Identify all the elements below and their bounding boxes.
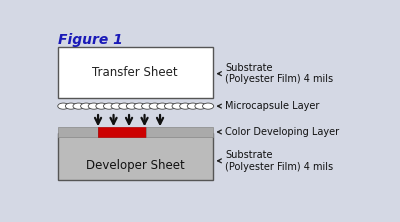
Circle shape: [73, 103, 84, 109]
Circle shape: [65, 103, 76, 109]
Circle shape: [96, 103, 107, 109]
Text: Figure 1: Figure 1: [58, 33, 122, 47]
Bar: [98, 127, 146, 137]
Circle shape: [195, 103, 206, 109]
Text: Transfer Sheet: Transfer Sheet: [92, 66, 178, 79]
Circle shape: [88, 103, 99, 109]
Bar: [146, 127, 213, 137]
Circle shape: [187, 103, 198, 109]
Circle shape: [134, 103, 145, 109]
Circle shape: [111, 103, 122, 109]
Text: Substrate
(Polyester Film) 4 mils: Substrate (Polyester Film) 4 mils: [218, 63, 333, 84]
Text: Developer Sheet: Developer Sheet: [86, 159, 185, 172]
Circle shape: [149, 103, 160, 109]
Text: Color Developing Layer: Color Developing Layer: [218, 127, 339, 137]
Circle shape: [202, 103, 214, 109]
Circle shape: [126, 103, 138, 109]
Circle shape: [142, 103, 153, 109]
Circle shape: [164, 103, 176, 109]
Circle shape: [119, 103, 130, 109]
Circle shape: [180, 103, 191, 109]
Bar: [58, 47, 213, 98]
Bar: [58, 133, 213, 180]
Circle shape: [172, 103, 183, 109]
Text: Microcapsule Layer: Microcapsule Layer: [218, 101, 320, 111]
Bar: [58, 127, 98, 137]
Circle shape: [58, 103, 69, 109]
Text: Substrate
(Polyester Film) 4 mils: Substrate (Polyester Film) 4 mils: [218, 150, 333, 172]
Circle shape: [104, 103, 115, 109]
Circle shape: [157, 103, 168, 109]
Circle shape: [81, 103, 92, 109]
